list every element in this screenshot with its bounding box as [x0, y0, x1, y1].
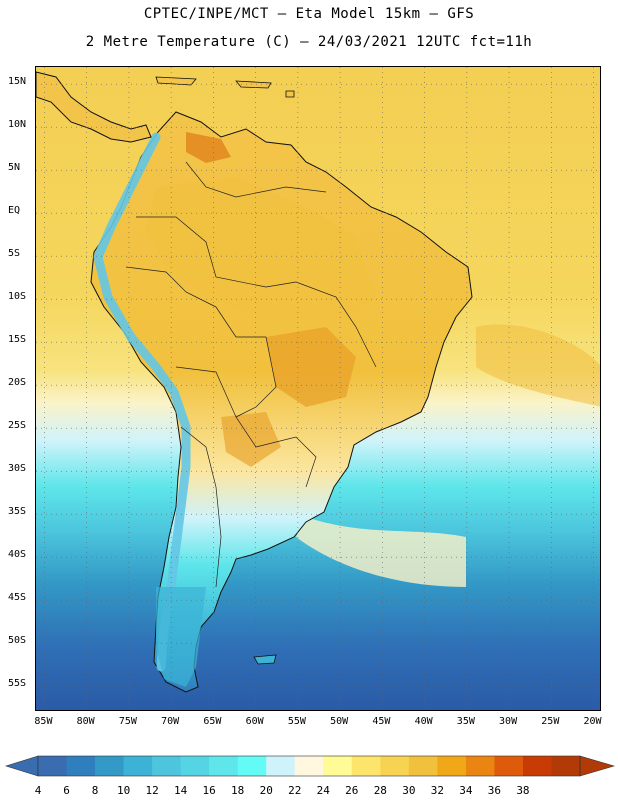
- colorbar-segment: [152, 756, 182, 776]
- lon-label: 50W: [330, 716, 349, 727]
- lat-label: 30S: [8, 463, 27, 475]
- patagonia-cold: [156, 587, 206, 687]
- colorbar-label: 22: [288, 784, 302, 797]
- colorbar-label: 16: [202, 784, 216, 797]
- lon-label: 20W: [583, 716, 602, 727]
- lon-label: 35W: [456, 716, 475, 727]
- chart-title-line2: 2 Metre Temperature (C) – 24/03/2021 12U…: [85, 34, 533, 50]
- lon-label: 30W: [499, 716, 518, 727]
- colorbar-segment: [465, 756, 495, 776]
- colorbar-label: 18: [231, 784, 245, 797]
- colorbar-segment: [123, 756, 153, 776]
- falkland-islands: [253, 654, 277, 665]
- lon-label: 60W: [245, 716, 264, 727]
- colorbar-label: 8: [91, 784, 99, 797]
- atlantic-cool-tongue: [296, 517, 466, 587]
- lat-label: 25S: [8, 420, 27, 432]
- amazon-basin-warm: [146, 177, 376, 327]
- colorbar-outline: [37, 755, 581, 777]
- lat-label: 50S: [8, 635, 27, 647]
- lat-label: 15N: [8, 76, 27, 88]
- colorbar-label: 36: [487, 784, 502, 797]
- lon-label: 40W: [414, 716, 433, 727]
- colorbar-segment: [380, 756, 410, 776]
- lat-label: 5S: [8, 248, 21, 260]
- chart-title-line1: CPTEC/INPE/MCT – Eta Model 15km – GFS: [143, 6, 475, 22]
- colorbar-segment: [209, 756, 239, 776]
- colorbar-label: 24: [316, 784, 330, 797]
- andes-cold-ridge: [93, 132, 191, 672]
- lat-label: 20S: [8, 377, 27, 389]
- colorbar-segment: [266, 756, 296, 776]
- caribbean-islands: [155, 76, 295, 98]
- colorbar-segment: [66, 756, 96, 776]
- colorbar-low-arrow: [4, 755, 39, 777]
- lat-label: EQ: [8, 205, 21, 217]
- colorbar-segment: [408, 756, 438, 776]
- colorbar-label: 10: [116, 784, 131, 797]
- lon-label: 45W: [372, 716, 391, 727]
- colorbar-segment: [437, 756, 467, 776]
- colorbar-label: 28: [373, 784, 387, 797]
- venezuela-hot-spot: [186, 132, 231, 163]
- colorbar-segment: [323, 756, 353, 776]
- colorbar-label: 14: [174, 784, 188, 797]
- lat-label: 10N: [8, 119, 27, 131]
- colorbar-segment: [351, 756, 381, 776]
- colorbar-label: 34: [459, 784, 473, 797]
- map-svg: [36, 67, 600, 710]
- colorbar-label: 4: [34, 784, 42, 797]
- lon-label: 55W: [287, 716, 306, 727]
- central-brazil-hot: [266, 327, 356, 407]
- colorbar-high-arrow: [579, 755, 616, 777]
- colorbar-label: 26: [345, 784, 359, 797]
- colorbar-segment: [180, 756, 210, 776]
- colorbar-label: 38: [516, 784, 530, 797]
- colorbar-segment: [38, 756, 68, 776]
- colorbar-label: 32: [430, 784, 444, 797]
- colorbar: [4, 755, 616, 777]
- tropical-warm-band: [476, 324, 600, 407]
- lon-label: 70W: [161, 716, 180, 727]
- central-america-land: [36, 71, 152, 143]
- lat-label: 15S: [8, 334, 27, 346]
- colorbar-segment: [551, 756, 581, 776]
- colorbar-label: 30: [402, 784, 416, 797]
- lat-label: 55S: [8, 678, 27, 690]
- lat-label: 35S: [8, 506, 27, 518]
- lat-label: 5N: [8, 162, 21, 174]
- lon-label: 75W: [118, 716, 137, 727]
- lon-label: 80W: [76, 716, 95, 727]
- colorbar-segment: [522, 756, 552, 776]
- colorbar-segment: [237, 756, 267, 776]
- lat-label: 40S: [8, 549, 27, 561]
- lat-label: 45S: [8, 592, 27, 604]
- lon-label: 85W: [34, 716, 53, 727]
- colorbar-label: 6: [63, 784, 70, 797]
- colorbar-segment: [494, 756, 524, 776]
- colorbar-label: 12: [145, 784, 159, 797]
- lat-label: 10S: [8, 291, 27, 303]
- colorbar-label: 20: [259, 784, 273, 797]
- map-frame: [35, 66, 601, 711]
- lon-label: 25W: [541, 716, 560, 727]
- colorbar-segment: [95, 756, 125, 776]
- lon-label: 65W: [203, 716, 222, 727]
- colorbar-segment: [294, 756, 324, 776]
